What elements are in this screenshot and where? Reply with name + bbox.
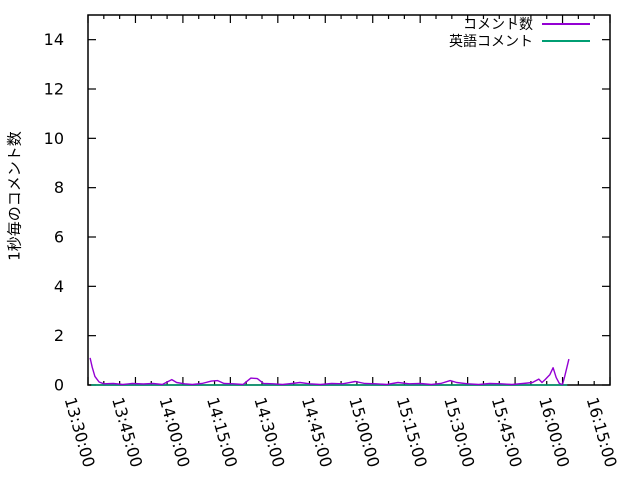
legend: コメント数 英語コメント (449, 17, 590, 50)
y-tick-label: 8 (54, 178, 64, 197)
x-tick-label: 15:00:00 (345, 395, 383, 469)
y-axis-title: 1秒毎のコメント数 (5, 131, 24, 261)
legend-label-english-comments: 英語コメント (449, 34, 533, 50)
x-tick-label: 16:15:00 (583, 395, 621, 469)
series-line-コメント数 (89, 357, 570, 386)
x-tick-label: 15:45:00 (488, 395, 526, 469)
x-tick-label: 16:00:00 (535, 395, 573, 469)
x-tick-label: 14:45:00 (298, 395, 336, 469)
y-tick-label: 14 (44, 30, 64, 49)
y-tick-label: 4 (54, 277, 64, 296)
x-tick-label: 14:15:00 (203, 395, 241, 469)
x-tick-label: 15:15:00 (393, 395, 431, 469)
legend-line-sample-english-comments (542, 40, 590, 42)
y-tick-label: 2 (54, 326, 64, 345)
x-tick-label: 13:30:00 (61, 395, 99, 469)
legend-label-comments: コメント数 (463, 17, 533, 33)
y-tick-label: 6 (54, 228, 64, 247)
x-tick-label: 13:45:00 (108, 395, 146, 469)
x-tick-label: 14:00:00 (156, 395, 194, 469)
x-tick-label: 14:30:00 (250, 395, 288, 469)
legend-line-sample-comments (542, 23, 590, 25)
legend-item-comments: コメント数 (449, 17, 590, 33)
y-tick-label: 12 (44, 80, 64, 99)
y-tick-label: 10 (44, 129, 64, 148)
plot-border (87, 14, 611, 386)
x-tick-label: 15:30:00 (440, 395, 478, 469)
y-tick-label: 0 (54, 376, 64, 395)
legend-item-english-comments: 英語コメント (449, 34, 590, 50)
